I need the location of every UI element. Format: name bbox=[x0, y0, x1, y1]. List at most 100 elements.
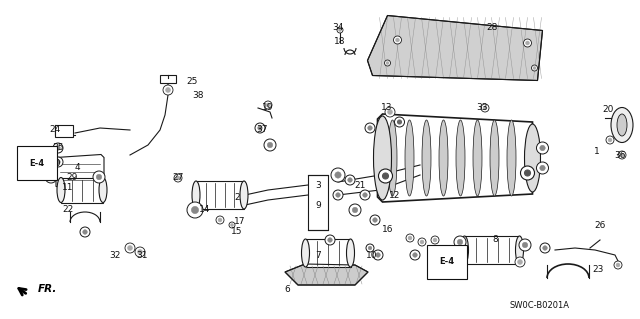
Ellipse shape bbox=[388, 120, 397, 196]
Text: 29: 29 bbox=[67, 174, 77, 182]
Circle shape bbox=[431, 236, 439, 244]
Circle shape bbox=[408, 236, 412, 240]
Circle shape bbox=[56, 160, 60, 164]
Circle shape bbox=[53, 143, 63, 153]
Text: 38: 38 bbox=[192, 91, 204, 100]
Polygon shape bbox=[367, 16, 543, 80]
Text: 34: 34 bbox=[332, 24, 344, 33]
Ellipse shape bbox=[507, 120, 516, 196]
Circle shape bbox=[396, 38, 399, 42]
Circle shape bbox=[191, 206, 198, 214]
Text: 12: 12 bbox=[389, 190, 401, 199]
Circle shape bbox=[348, 178, 352, 182]
Ellipse shape bbox=[301, 239, 310, 267]
Circle shape bbox=[458, 239, 463, 245]
Circle shape bbox=[331, 168, 345, 182]
Circle shape bbox=[349, 204, 361, 216]
Circle shape bbox=[483, 106, 487, 110]
Text: 15: 15 bbox=[231, 227, 243, 236]
Bar bbox=[465, 236, 520, 264]
Text: 37: 37 bbox=[256, 125, 268, 135]
Circle shape bbox=[229, 222, 235, 228]
Circle shape bbox=[386, 62, 389, 64]
Polygon shape bbox=[378, 114, 532, 202]
Ellipse shape bbox=[374, 116, 392, 200]
Circle shape bbox=[336, 193, 340, 197]
Text: 1: 1 bbox=[594, 147, 600, 157]
Bar bbox=[305, 239, 351, 267]
Circle shape bbox=[540, 165, 545, 171]
Circle shape bbox=[520, 166, 534, 180]
Circle shape bbox=[264, 139, 276, 151]
Circle shape bbox=[266, 103, 270, 107]
Text: 17: 17 bbox=[234, 218, 246, 226]
Text: 9: 9 bbox=[315, 201, 321, 210]
Circle shape bbox=[56, 146, 60, 150]
Text: 19: 19 bbox=[262, 103, 274, 113]
Circle shape bbox=[533, 66, 536, 70]
Ellipse shape bbox=[611, 108, 633, 143]
Text: 13: 13 bbox=[381, 103, 393, 113]
Polygon shape bbox=[56, 154, 104, 189]
Circle shape bbox=[218, 218, 222, 222]
Text: 10: 10 bbox=[366, 250, 378, 259]
Circle shape bbox=[368, 126, 372, 130]
Ellipse shape bbox=[405, 120, 414, 196]
Bar bbox=[61, 177, 103, 203]
Text: 26: 26 bbox=[595, 220, 605, 229]
Circle shape bbox=[515, 257, 525, 267]
Text: 3: 3 bbox=[315, 181, 321, 189]
Circle shape bbox=[363, 193, 367, 197]
Ellipse shape bbox=[525, 124, 541, 192]
Circle shape bbox=[618, 151, 626, 159]
Text: E-4: E-4 bbox=[29, 159, 45, 167]
Circle shape bbox=[370, 215, 380, 225]
Circle shape bbox=[268, 142, 273, 148]
Circle shape bbox=[394, 117, 404, 127]
Text: 31: 31 bbox=[136, 250, 148, 259]
Circle shape bbox=[540, 243, 550, 253]
Circle shape bbox=[339, 28, 342, 32]
Text: 21: 21 bbox=[355, 181, 365, 189]
Circle shape bbox=[387, 109, 392, 115]
Circle shape bbox=[410, 250, 420, 260]
Text: 2: 2 bbox=[234, 192, 240, 202]
Circle shape bbox=[454, 236, 466, 248]
Circle shape bbox=[96, 174, 102, 180]
Circle shape bbox=[536, 162, 548, 174]
Circle shape bbox=[525, 41, 529, 45]
Text: 11: 11 bbox=[62, 183, 74, 192]
Circle shape bbox=[397, 120, 401, 124]
Circle shape bbox=[540, 145, 545, 151]
Circle shape bbox=[48, 174, 54, 180]
Circle shape bbox=[368, 246, 372, 250]
Text: 36: 36 bbox=[614, 151, 626, 160]
Circle shape bbox=[608, 138, 612, 142]
Circle shape bbox=[376, 253, 380, 257]
Circle shape bbox=[366, 244, 374, 252]
Ellipse shape bbox=[490, 120, 499, 196]
Text: 20: 20 bbox=[602, 106, 614, 115]
Circle shape bbox=[383, 173, 388, 179]
Circle shape bbox=[365, 123, 375, 133]
Circle shape bbox=[606, 136, 614, 144]
Ellipse shape bbox=[99, 177, 107, 203]
Ellipse shape bbox=[57, 177, 65, 203]
Ellipse shape bbox=[192, 181, 200, 209]
Bar bbox=[55, 125, 73, 137]
Circle shape bbox=[525, 170, 531, 176]
Circle shape bbox=[531, 65, 538, 71]
Bar bbox=[160, 75, 176, 83]
Text: 18: 18 bbox=[334, 38, 346, 47]
Circle shape bbox=[53, 157, 63, 167]
Text: 35: 35 bbox=[52, 144, 64, 152]
Circle shape bbox=[614, 261, 622, 269]
Circle shape bbox=[394, 36, 401, 44]
Polygon shape bbox=[285, 264, 368, 285]
Circle shape bbox=[420, 240, 424, 244]
Text: 23: 23 bbox=[592, 265, 604, 275]
Text: 22: 22 bbox=[62, 205, 74, 214]
Circle shape bbox=[328, 238, 332, 242]
Ellipse shape bbox=[439, 120, 448, 196]
Circle shape bbox=[264, 101, 272, 109]
